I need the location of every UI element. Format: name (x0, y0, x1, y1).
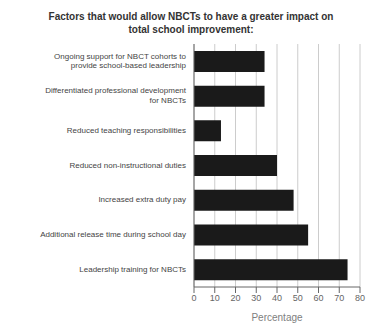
svg-text:30: 30 (251, 293, 261, 303)
svg-text:40: 40 (272, 293, 282, 303)
svg-text:50: 50 (293, 293, 303, 303)
svg-text:Reduced non-instructional duti: Reduced non-instructional duties (69, 161, 186, 170)
svg-text:80: 80 (355, 293, 365, 303)
svg-text:Increased extra duty pay: Increased extra duty pay (98, 195, 186, 204)
svg-text:Additional release time during: Additional release time during school da… (40, 230, 186, 239)
svg-text:0: 0 (191, 293, 196, 303)
html-text:Factors that would allow NBCTs: Factors that would allow NBCTs to have a… (48, 11, 334, 35)
svg-text:Percentage: Percentage (251, 312, 303, 323)
svg-text:Ongoing support for NBCT cohor: Ongoing support for NBCT cohorts toprovi… (54, 52, 186, 71)
svg-text:Leadership training for NBCTs: Leadership training for NBCTs (79, 265, 186, 274)
svg-text:70: 70 (334, 293, 344, 303)
svg-text:60: 60 (313, 293, 323, 303)
svg-text:Differentiated professional de: Differentiated professional developmentf… (45, 86, 187, 105)
svg-text:20: 20 (230, 293, 240, 303)
svg-text:10: 10 (210, 293, 220, 303)
svg-text:Reduced teaching responsibilit: Reduced teaching responsibilities (67, 126, 186, 135)
